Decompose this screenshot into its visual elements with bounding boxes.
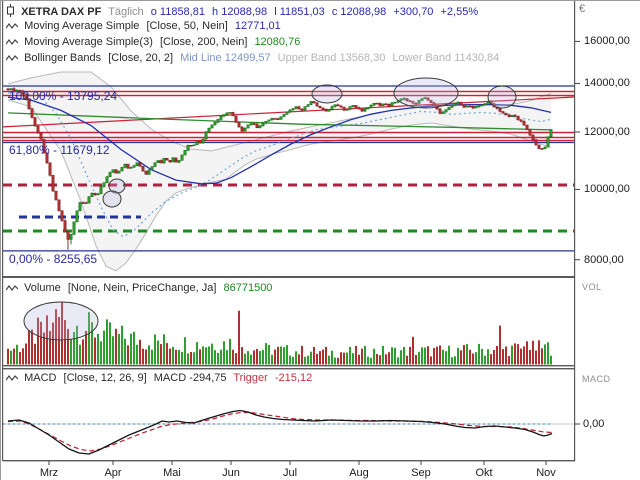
fibonacci-level-label: 0,00% - 8255,65 [9, 252, 98, 266]
price-pane[interactable] [1, 71, 574, 272]
open-value: 11858,81 [159, 6, 205, 18]
wave-icon [5, 53, 19, 67]
wave-icon [5, 37, 19, 51]
ma50-value: 12771,01 [234, 20, 281, 32]
bollinger-lower-label: Lower Band [392, 52, 452, 64]
ellipse-annotation [102, 190, 122, 208]
bollinger-mid-label: Mid Line [180, 52, 222, 64]
ma200-line [7, 112, 552, 131]
volume-params: [None, Nein, PriceChange, Ja] [67, 282, 217, 294]
x-axis-month-label: Aug [349, 467, 369, 479]
bollinger-upper-label: Upper Band [277, 52, 337, 64]
ma50-name: Moving Average Simple [24, 20, 140, 32]
ellipse-annotation [108, 178, 126, 194]
change-pct: +2,55% [440, 6, 479, 18]
bollinger-band-fill [8, 71, 551, 271]
wave-icon [5, 21, 19, 35]
macd-params: [Close, 12, 26, 9] [63, 372, 147, 384]
change-abs: +300,70 [393, 6, 434, 18]
low-label: l [274, 6, 277, 18]
macd-axis-label: MACD [582, 374, 611, 384]
candlestick-icon [6, 4, 15, 21]
open-label: o [150, 6, 157, 18]
timeframe-label: Täglich [108, 6, 144, 18]
x-axis-month-label: Jul [282, 467, 298, 479]
ma50-line [7, 96, 552, 185]
indicator-row-bollinger[interactable]: Bollinger Bands [Close, 20, 2] Mid Line … [5, 52, 500, 67]
ellipse-annotation [23, 301, 99, 341]
x-axis-month-label: Apr [104, 467, 122, 479]
x-axis-month-label: Okt [475, 467, 493, 479]
macd-pane[interactable] [3, 409, 574, 455]
bollinger-lower-line [7, 99, 552, 272]
macd-line [7, 409, 553, 455]
x-axis-month-label: Sep [411, 467, 431, 479]
ma50-params: [Close, 50, Nein] [146, 20, 228, 32]
x-axis-month-label: Mai [163, 467, 181, 479]
indicator-row-ma200[interactable]: Moving Average Simple(3) [Close, 200, Ne… [5, 36, 301, 51]
close-value: 12088,98 [340, 6, 387, 18]
bollinger-name: Bollinger Bands [24, 52, 102, 64]
trigger-value: -215,12 [274, 372, 313, 384]
ma200-value: 12080,76 [254, 36, 301, 48]
close-label: c [331, 6, 338, 18]
x-axis-month-label: Mrz [39, 467, 59, 479]
low-value: 11851,03 [279, 6, 325, 18]
indicator-row-volume[interactable]: Volume [None, Nein, PriceChange, Ja] 867… [5, 282, 273, 297]
indicator-row-macd[interactable]: MACD [Close, 12, 26, 9] MACD -294,75 Tri… [5, 372, 313, 387]
fibonacci-level-label: 61,80% - 11679,12 [9, 143, 110, 157]
high-value: 12088,98 [221, 6, 268, 18]
candlestick-series [6, 87, 553, 250]
volume-value: 86771500 [223, 282, 273, 294]
bollinger-params: [Close, 20, 2] [108, 52, 174, 64]
macd-name: MACD [24, 372, 57, 384]
fibonacci-level-label: 100,00% - 13795,24 [9, 89, 118, 103]
bollinger-lower-value: 11430,84 [454, 52, 500, 64]
ellipse-annotation [393, 77, 459, 109]
x-axis-month-label: Jun [222, 467, 240, 479]
macd-value-label: MACD [153, 372, 187, 384]
wave-icon [5, 373, 19, 387]
high-label: h [212, 6, 219, 18]
currency-label: € [579, 3, 586, 15]
ellipse-annotation [487, 85, 517, 109]
wave-icon [5, 283, 19, 297]
volume-name: Volume [24, 282, 61, 294]
instrument-row[interactable]: XETRA DAX PF Täglich o 11858,81 h 12088,… [6, 4, 478, 21]
ma200-params: [Close, 200, Nein] [159, 36, 248, 48]
pane-borders [2, 1, 580, 465]
macd-trigger-line [7, 411, 553, 452]
instrument-name: XETRA DAX PF [21, 6, 102, 18]
bollinger-mid-value: 12499,57 [224, 52, 271, 64]
y-axis-label: 8000,00 [584, 253, 624, 266]
volume-axis-label: VOL [582, 282, 602, 292]
y-axis-label: 16000,00 [584, 35, 630, 48]
ellipse-annotation [311, 84, 343, 104]
ma200-name: Moving Average Simple(3) [24, 36, 153, 48]
volume-series [7, 302, 552, 365]
bollinger-upper-value: 13568,30 [339, 52, 386, 64]
trigger-label: Trigger [233, 372, 268, 384]
y-axis-label: 10000,00 [584, 183, 630, 196]
y-axis-label: 12000,00 [584, 126, 630, 138]
indicator-row-ma50[interactable]: Moving Average Simple [Close, 50, Nein] … [5, 20, 281, 35]
macd-zero-label: 0,00 [583, 418, 605, 430]
y-axis-label: 14000,00 [584, 77, 630, 90]
macd-value: -294,75 [189, 372, 227, 384]
x-axis-month-label: Nov [536, 467, 556, 479]
